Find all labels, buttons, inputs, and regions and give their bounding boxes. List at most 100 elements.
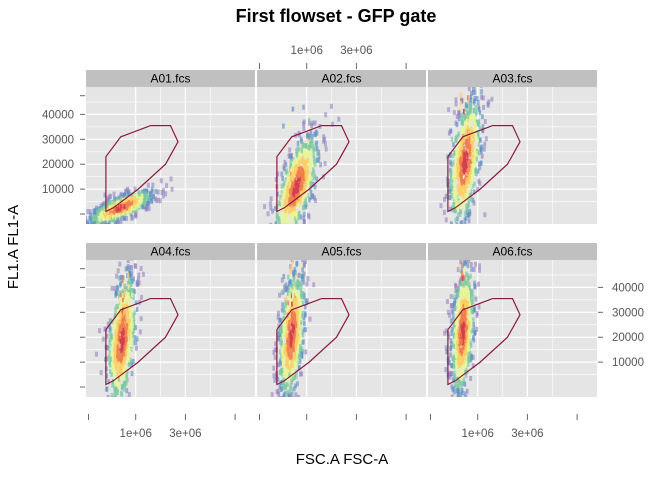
density-point <box>140 294 144 300</box>
density-point <box>459 189 463 195</box>
density-point <box>455 229 458 234</box>
density-point <box>468 119 472 125</box>
density-point <box>269 205 273 211</box>
density-point <box>444 193 448 199</box>
density-point <box>285 352 288 358</box>
density-point <box>277 336 280 342</box>
density-point <box>125 388 129 394</box>
density-point <box>112 341 115 347</box>
density-point <box>275 217 279 223</box>
density-point <box>467 345 470 351</box>
density-point <box>104 214 107 220</box>
density-point <box>469 97 473 103</box>
density-point <box>124 266 128 272</box>
density-point <box>470 153 473 159</box>
density-point <box>126 318 129 324</box>
density-point <box>452 171 456 177</box>
density-point <box>464 128 467 134</box>
density-point <box>463 193 466 199</box>
density-point <box>463 322 466 328</box>
density-point <box>281 407 284 412</box>
density-point <box>112 363 115 369</box>
density-point <box>127 352 131 358</box>
density-point <box>304 297 308 303</box>
density-point <box>115 358 118 364</box>
density-point <box>462 339 464 345</box>
density-point <box>280 328 283 334</box>
density-point <box>464 292 467 298</box>
density-point <box>296 279 300 285</box>
density-point <box>458 301 462 307</box>
density-point <box>451 153 455 159</box>
density-point <box>118 421 121 426</box>
density-point <box>469 134 472 140</box>
density-point <box>119 220 123 224</box>
density-point <box>283 199 287 205</box>
density-point <box>124 335 127 341</box>
density-point <box>109 343 112 349</box>
density-point <box>470 300 474 306</box>
density-point <box>466 194 469 200</box>
density-point <box>142 188 146 194</box>
density-point <box>133 316 136 322</box>
density-point <box>139 203 143 209</box>
density-point <box>121 202 124 208</box>
density-point <box>119 193 123 199</box>
density-point <box>288 147 292 153</box>
density-point <box>277 216 281 222</box>
density-point <box>462 225 465 230</box>
density-point <box>113 196 116 202</box>
density-point <box>291 316 294 322</box>
density-point <box>478 165 482 171</box>
density-point <box>449 345 453 351</box>
density-point <box>276 233 279 238</box>
density-point <box>139 316 143 322</box>
density-point <box>303 194 306 200</box>
density-point <box>459 392 463 397</box>
density-point <box>281 381 284 387</box>
density-point <box>121 278 124 284</box>
density-point <box>285 188 288 194</box>
density-point <box>463 179 466 185</box>
density-point <box>331 121 335 127</box>
density-point <box>291 279 294 285</box>
density-point <box>293 341 296 347</box>
density-point <box>471 363 475 369</box>
density-point <box>461 348 464 354</box>
density-point <box>462 261 466 267</box>
density-point <box>115 200 119 206</box>
density-point <box>286 360 289 366</box>
density-point <box>324 112 328 118</box>
density-point <box>310 145 313 151</box>
density-point <box>301 300 305 306</box>
density-point <box>126 264 130 270</box>
density-point <box>466 152 469 158</box>
density-point <box>453 324 456 330</box>
density-point <box>454 137 457 143</box>
density-point <box>295 336 298 342</box>
density-point <box>314 146 317 152</box>
density-point <box>291 327 294 333</box>
density-point <box>122 203 125 209</box>
density-point <box>473 181 476 187</box>
density-point <box>466 168 469 174</box>
density-point <box>464 343 467 349</box>
density-point <box>466 99 469 105</box>
density-point <box>73 216 76 221</box>
density-point <box>286 372 289 378</box>
density-point <box>292 176 295 182</box>
density-point <box>454 217 458 223</box>
density-point <box>460 332 463 338</box>
density-point <box>116 343 119 349</box>
density-point <box>292 229 295 234</box>
density-point <box>116 424 119 429</box>
density-point <box>118 366 121 372</box>
density-point <box>303 201 306 207</box>
density-point <box>127 321 130 327</box>
density-point <box>118 352 121 358</box>
density-point <box>469 301 472 307</box>
density-point <box>467 275 471 281</box>
density-point <box>305 191 308 197</box>
density-point <box>102 200 106 206</box>
density-point <box>126 344 129 350</box>
